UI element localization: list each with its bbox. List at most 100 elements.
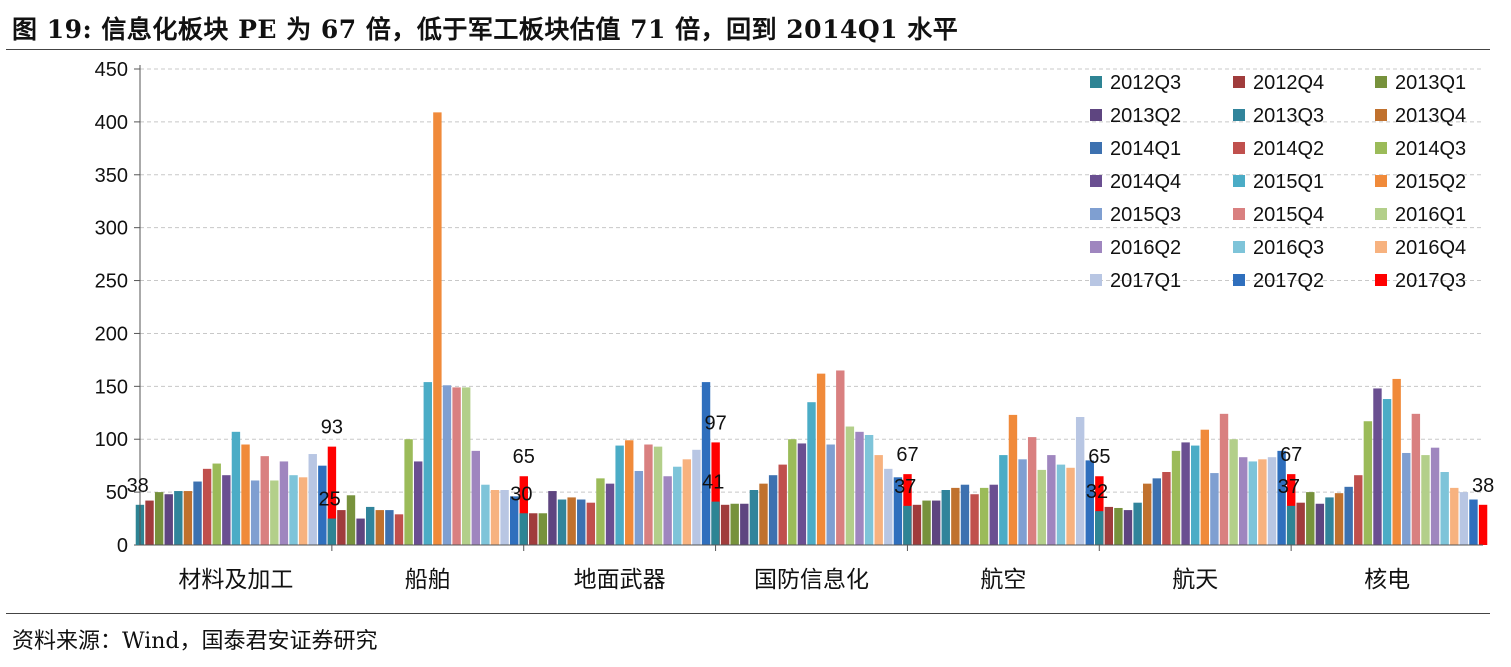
title-underline xyxy=(6,49,1490,50)
bar xyxy=(1152,478,1162,545)
data-label: 37 xyxy=(1278,476,1300,498)
bar xyxy=(653,446,663,545)
bar xyxy=(337,510,346,545)
legend-swatch xyxy=(1375,76,1387,88)
legend-swatch xyxy=(1090,241,1102,253)
bar xyxy=(1459,492,1469,545)
bar xyxy=(1162,472,1171,545)
bar xyxy=(471,450,480,545)
bar xyxy=(241,444,250,545)
legend-label: 2014Q1 xyxy=(1110,138,1181,160)
data-label: 30 xyxy=(510,483,532,505)
bar xyxy=(222,475,231,545)
bar xyxy=(989,484,998,545)
data-label: 65 xyxy=(1088,446,1110,468)
bar xyxy=(1325,497,1334,545)
axes xyxy=(139,65,1483,551)
legend-swatch xyxy=(1233,142,1245,154)
bar xyxy=(1181,442,1190,545)
bar xyxy=(941,490,950,545)
legend-swatch xyxy=(1233,241,1245,253)
bar xyxy=(481,484,490,545)
bar xyxy=(673,466,682,545)
bar xyxy=(1008,414,1018,545)
bar xyxy=(423,382,432,545)
bar xyxy=(711,442,720,545)
x-category-label: 材料及加工 xyxy=(178,566,293,592)
bar xyxy=(183,491,193,545)
bar xyxy=(644,444,653,545)
y-tick-label: 0 xyxy=(117,535,128,557)
y-tick-label: 50 xyxy=(106,482,128,504)
legend-swatch xyxy=(1090,76,1102,88)
bar xyxy=(951,487,960,545)
bar xyxy=(452,387,461,545)
bar xyxy=(1286,505,1296,545)
figure-title: 图 19: 信息化板块 PE 为 67 倍，低于军工板块估值 71 倍，回到 2… xyxy=(12,15,959,44)
legend-swatch xyxy=(1090,142,1102,154)
bar xyxy=(567,497,576,545)
legend-swatch xyxy=(1090,208,1102,220)
bar xyxy=(864,434,874,545)
bar xyxy=(1133,502,1142,545)
bar xyxy=(327,518,336,545)
x-category-label: 航空 xyxy=(980,566,1026,592)
bar xyxy=(1018,459,1027,545)
legend-label: 2014Q2 xyxy=(1253,138,1324,160)
bar xyxy=(634,470,644,545)
bar xyxy=(577,499,586,545)
bar xyxy=(327,446,337,545)
bar xyxy=(1382,399,1392,545)
bar xyxy=(720,504,730,545)
bar xyxy=(1430,447,1440,545)
bar xyxy=(1123,510,1133,545)
legend-label: 2016Q2 xyxy=(1110,237,1181,259)
bar xyxy=(711,501,720,545)
bar xyxy=(788,439,797,545)
bar xyxy=(557,499,567,545)
legend-label: 2017Q3 xyxy=(1395,270,1466,292)
bar xyxy=(231,431,241,545)
data-label: 32 xyxy=(1086,481,1108,503)
bar xyxy=(931,500,941,545)
legend-swatch xyxy=(1090,109,1102,121)
legend-label: 2013Q1 xyxy=(1395,72,1466,94)
bar xyxy=(490,490,500,545)
bar xyxy=(701,382,711,545)
legend-swatch xyxy=(1375,208,1387,220)
data-label: 67 xyxy=(1280,444,1302,466)
bars xyxy=(135,112,1488,545)
bar xyxy=(1306,492,1315,545)
bar xyxy=(1191,445,1200,545)
bar xyxy=(692,449,701,545)
bar xyxy=(874,455,883,545)
legend-label: 2012Q4 xyxy=(1253,72,1324,94)
bar xyxy=(1037,469,1046,545)
legend-label: 2013Q2 xyxy=(1110,105,1181,127)
legend-label: 2013Q4 xyxy=(1395,105,1466,127)
data-label: 37 xyxy=(894,476,916,498)
bar-chart: 0 50 100 150 200 250 300 350 400 450 材料及加工 船舶 地面武器 国… xyxy=(95,59,1495,592)
bar xyxy=(1402,452,1411,545)
bar xyxy=(884,468,893,545)
bar xyxy=(615,445,624,545)
bar xyxy=(1027,437,1037,545)
y-tick-label: 100 xyxy=(95,429,128,451)
data-label: 38 xyxy=(127,475,149,497)
bar xyxy=(1210,473,1219,545)
legend-label: 2015Q1 xyxy=(1253,171,1324,193)
bar xyxy=(1095,476,1104,545)
bar xyxy=(1354,475,1363,545)
x-category-label: 船舶 xyxy=(405,566,451,592)
legend-swatch xyxy=(1233,109,1245,121)
bar xyxy=(212,463,221,545)
x-category-label: 国防信息化 xyxy=(754,566,869,592)
bar xyxy=(250,480,260,545)
legend-label: 2015Q3 xyxy=(1110,204,1181,226)
bar xyxy=(1344,486,1353,545)
bar xyxy=(404,439,413,545)
bar xyxy=(1363,421,1373,545)
bar xyxy=(1066,467,1075,545)
bar xyxy=(442,385,452,545)
bar xyxy=(749,490,759,545)
